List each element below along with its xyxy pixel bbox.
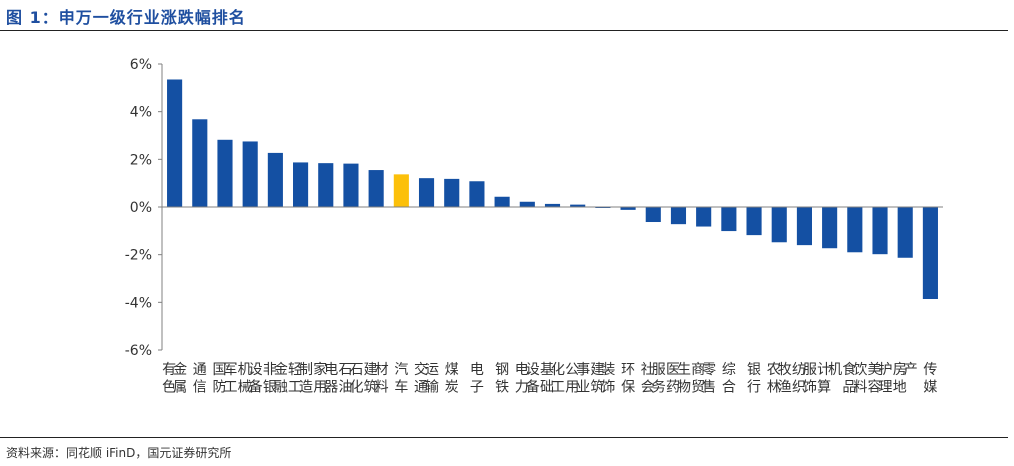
figure-header: 图 1：申万一级行业涨跌幅排名 (0, 0, 1014, 30)
x-tick-label: 建筑装饰 (590, 362, 615, 396)
x-tick-label: 建筑材料 (364, 362, 389, 396)
y-tick-label: 0% (130, 200, 152, 216)
y-tick-label: 4% (130, 105, 152, 121)
x-tick-label: 基础化工 (540, 361, 565, 396)
bar-29 (872, 207, 888, 255)
x-tick-label: 纺织服饰 (792, 362, 817, 396)
x-tick-label: 有色金属 (162, 362, 187, 396)
x-tick-label: 环保 (621, 362, 635, 396)
bar-20 (645, 207, 661, 223)
x-tick-label: 煤炭 (445, 362, 459, 396)
bar-17 (570, 204, 586, 207)
bar-3 (217, 139, 233, 207)
bar-21 (670, 207, 687, 225)
figure-title: 图 1：申万一级行业涨跌幅排名 (6, 8, 246, 27)
x-tick-label: 家用电器 (313, 361, 338, 396)
bar-24 (746, 207, 762, 236)
bar-26 (796, 207, 812, 246)
bar-13 (469, 181, 485, 207)
source-note: 资料来源：同花顺 iFinD，国元证券研究所 (6, 446, 232, 460)
bar-22 (696, 207, 712, 227)
bar-5 (267, 152, 283, 207)
x-tick-label: 电力设备 (515, 362, 540, 396)
bar-15 (519, 201, 535, 207)
bar-11 (418, 178, 435, 207)
x-tick-label: 房地产 (893, 362, 918, 396)
x-tick-label: 银行 (747, 362, 761, 396)
y-tick-label: -4% (125, 295, 152, 311)
bar-1 (167, 79, 183, 207)
x-tick-label: 社会服务 (641, 362, 666, 396)
x-tick-label: 通信 (193, 362, 207, 396)
x-tick-label: 计算机 (817, 362, 842, 396)
x-tick-label: 石油石化 (338, 362, 363, 396)
x-tick-label: 农林牧渔 (767, 362, 792, 396)
x-tick-label: 交通运输 (414, 361, 439, 396)
x-tick-labels: 有色金属通信国防军工机械设备非银金融轻工制造家用电器石油石化建筑材料汽车交通运输… (162, 361, 937, 396)
x-tick-label: 钢铁 (495, 362, 509, 396)
bar-10 (393, 174, 409, 207)
bar-16 (544, 203, 561, 207)
bar-8 (343, 163, 359, 207)
y-tick-label: -6% (125, 343, 152, 359)
bar-31 (922, 207, 938, 299)
bar-6 (293, 162, 309, 207)
x-tick-label: 轻工制造 (288, 362, 313, 396)
x-tick-label: 医药生物 (666, 362, 691, 396)
x-tick-label: 非银金融 (263, 362, 288, 396)
header-rule (0, 30, 1008, 31)
x-tick-label: 汽车 (394, 362, 408, 396)
bar-12 (444, 178, 460, 207)
y-axis: 6% 4% 2% 0% -2% -4% -6% (125, 57, 163, 359)
y-tick-label: -2% (125, 248, 152, 264)
x-tick-label: 美容护理 (868, 362, 893, 396)
x-tick-label: 食品饮料 (842, 361, 867, 396)
bars (167, 79, 938, 299)
bar-25 (771, 207, 787, 243)
bar-23 (721, 207, 737, 232)
x-tick-label: 传媒 (923, 362, 937, 396)
footer-rule (0, 437, 1008, 438)
y-tick-label: 2% (130, 152, 152, 168)
bar-19 (620, 207, 636, 210)
x-tick-label: 综合 (722, 362, 736, 396)
x-tick-label: 电子 (470, 362, 484, 396)
bar-2 (192, 119, 208, 207)
bar-9 (368, 170, 384, 207)
x-tick-label: 机械设备 (238, 362, 263, 396)
bar-30 (897, 207, 913, 258)
x-tick-label: 商贸零售 (691, 362, 716, 396)
y-tick-label: 6% (130, 57, 152, 73)
bar-7 (318, 163, 334, 207)
x-tick-label: 公用事业 (565, 362, 590, 396)
bar-4 (242, 141, 258, 207)
x-tick-label: 国防军工 (212, 362, 237, 396)
bar-28 (847, 207, 863, 253)
bar-27 (822, 207, 838, 249)
bar-14 (494, 196, 510, 207)
